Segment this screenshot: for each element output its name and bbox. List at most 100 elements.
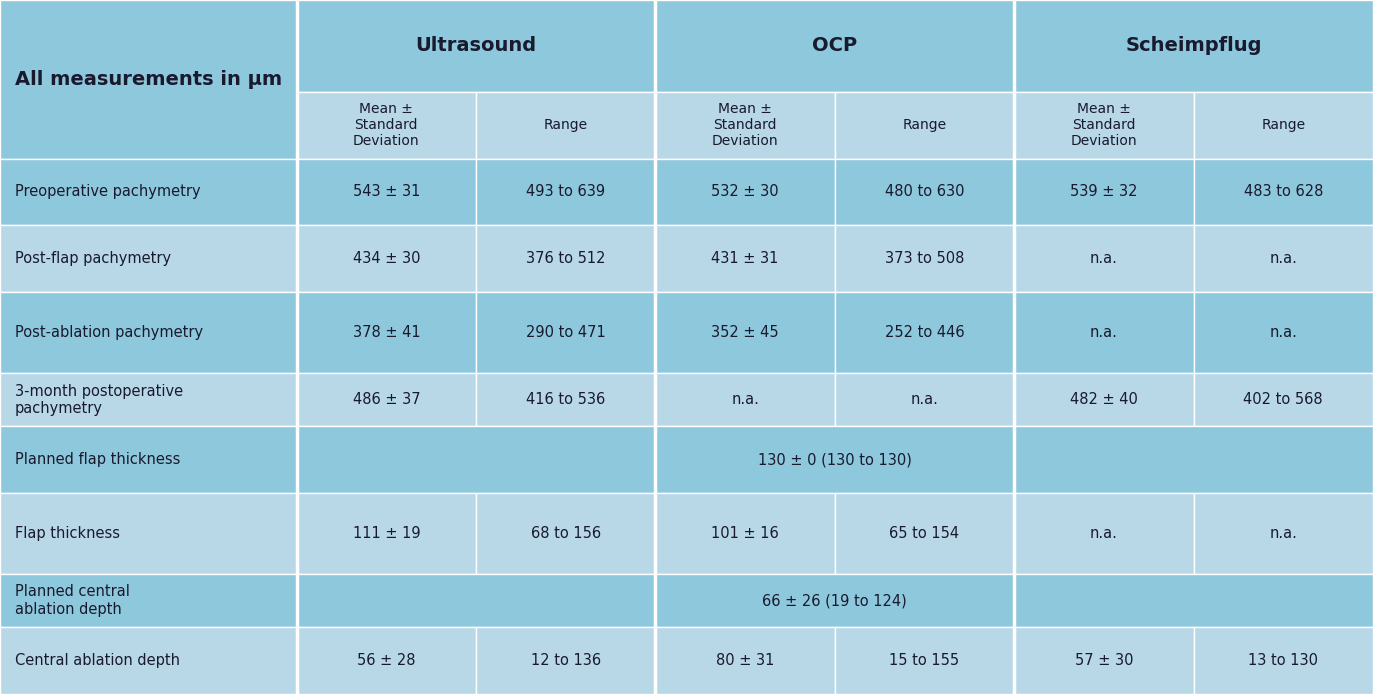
Bar	[835, 226, 1015, 292]
Text: 373 to 508: 373 to 508	[884, 251, 964, 266]
Text: n.a.: n.a.	[1090, 251, 1118, 266]
Bar	[1015, 493, 1193, 574]
Bar	[476, 158, 655, 226]
Bar	[0, 574, 297, 627]
Text: 376 to 512: 376 to 512	[526, 251, 605, 266]
Text: Mean ±
Standard
Deviation: Mean ± Standard Deviation	[1071, 102, 1137, 149]
Text: Flap thickness: Flap thickness	[15, 526, 119, 541]
Bar	[0, 158, 297, 226]
Text: Mean ±
Standard
Deviation: Mean ± Standard Deviation	[353, 102, 420, 149]
Text: 352 ± 45: 352 ± 45	[711, 325, 778, 341]
Text: 290 to 471: 290 to 471	[526, 325, 605, 341]
Text: 486 ± 37: 486 ± 37	[353, 392, 420, 407]
Text: 482 ± 40: 482 ± 40	[1070, 392, 1138, 407]
Bar	[655, 627, 835, 694]
Bar	[1193, 627, 1373, 694]
Text: n.a.: n.a.	[732, 392, 759, 407]
Text: Mean ±
Standard
Deviation: Mean ± Standard Deviation	[711, 102, 778, 149]
Text: 483 to 628: 483 to 628	[1244, 185, 1324, 199]
Text: 111 ± 19: 111 ± 19	[353, 526, 420, 541]
Text: 416 to 536: 416 to 536	[526, 392, 605, 407]
Bar	[655, 373, 835, 426]
Bar	[0, 627, 297, 694]
Text: All measurements in μm: All measurements in μm	[15, 70, 281, 89]
Bar	[297, 0, 655, 92]
Bar	[655, 0, 1015, 92]
Text: 56 ± 28: 56 ± 28	[357, 653, 416, 668]
Bar	[476, 226, 655, 292]
Bar	[476, 92, 655, 158]
Text: 402 to 568: 402 to 568	[1244, 392, 1324, 407]
Text: 434 ± 30: 434 ± 30	[353, 251, 420, 266]
Text: 66 ± 26 (19 to 124): 66 ± 26 (19 to 124)	[762, 593, 908, 608]
Bar	[476, 493, 655, 574]
Bar	[0, 292, 297, 373]
Text: 543 ± 31: 543 ± 31	[353, 185, 420, 199]
Bar	[655, 158, 835, 226]
Bar	[297, 627, 476, 694]
Text: Ultrasound: Ultrasound	[416, 36, 537, 56]
Text: Preoperative pachymetry: Preoperative pachymetry	[15, 185, 200, 199]
Text: 101 ± 16: 101 ± 16	[711, 526, 778, 541]
Text: n.a.: n.a.	[1270, 251, 1297, 266]
Bar	[1015, 92, 1193, 158]
Bar	[1015, 292, 1193, 373]
Bar	[655, 292, 835, 373]
Text: 12 to 136: 12 to 136	[531, 653, 601, 668]
Bar	[297, 226, 476, 292]
Text: Range: Range	[544, 118, 588, 132]
Text: Scheimpflug: Scheimpflug	[1126, 36, 1262, 56]
Bar	[1015, 0, 1373, 92]
Bar	[1015, 627, 1193, 694]
Bar	[835, 158, 1015, 226]
Bar	[0, 373, 297, 426]
Bar	[297, 158, 476, 226]
Bar	[297, 574, 1373, 627]
Bar	[476, 627, 655, 694]
Text: 65 to 154: 65 to 154	[890, 526, 960, 541]
Text: 539 ± 32: 539 ± 32	[1070, 185, 1138, 199]
Bar	[297, 493, 476, 574]
Bar	[1015, 158, 1193, 226]
Text: 532 ± 30: 532 ± 30	[711, 185, 778, 199]
Bar	[835, 373, 1015, 426]
Bar	[1193, 226, 1373, 292]
Text: 431 ± 31: 431 ± 31	[711, 251, 778, 266]
Bar	[835, 493, 1015, 574]
Bar	[476, 292, 655, 373]
Bar	[0, 0, 297, 158]
Bar	[0, 493, 297, 574]
Text: n.a.: n.a.	[1270, 526, 1297, 541]
Text: 480 to 630: 480 to 630	[884, 185, 964, 199]
Text: Central ablation depth: Central ablation depth	[15, 653, 180, 668]
Bar	[835, 292, 1015, 373]
Text: 378 ± 41: 378 ± 41	[353, 325, 420, 341]
Bar	[0, 426, 297, 493]
Bar	[297, 92, 476, 158]
Text: Range: Range	[1262, 118, 1306, 132]
Bar	[476, 373, 655, 426]
Text: Planned central
ablation depth: Planned central ablation depth	[15, 584, 130, 617]
Text: 3-month postoperative
pachymetry: 3-month postoperative pachymetry	[15, 384, 183, 416]
Text: 80 ± 31: 80 ± 31	[715, 653, 774, 668]
Bar	[1193, 158, 1373, 226]
Bar	[297, 373, 476, 426]
Text: 13 to 130: 13 to 130	[1248, 653, 1318, 668]
Bar	[1015, 226, 1193, 292]
Bar	[297, 292, 476, 373]
Text: OCP: OCP	[813, 36, 857, 56]
Bar	[1193, 92, 1373, 158]
Text: n.a.: n.a.	[1090, 325, 1118, 341]
Text: 493 to 639: 493 to 639	[526, 185, 605, 199]
Bar	[655, 226, 835, 292]
Bar	[1193, 292, 1373, 373]
Text: n.a.: n.a.	[1090, 526, 1118, 541]
Bar	[655, 92, 835, 158]
Text: 252 to 446: 252 to 446	[884, 325, 964, 341]
Text: 15 to 155: 15 to 155	[890, 653, 960, 668]
Text: n.a.: n.a.	[1270, 325, 1297, 341]
Bar	[297, 426, 1373, 493]
Text: Planned flap thickness: Planned flap thickness	[15, 452, 180, 467]
Text: n.a.: n.a.	[910, 392, 939, 407]
Bar	[835, 92, 1015, 158]
